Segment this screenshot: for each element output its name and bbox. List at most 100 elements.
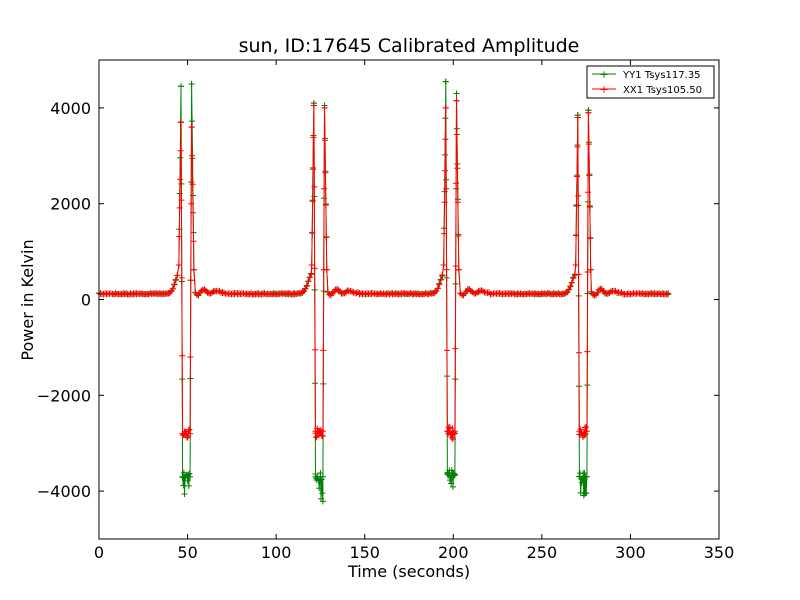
data-point-marker (448, 467, 455, 474)
data-point-marker (448, 434, 455, 441)
data-point-marker (434, 285, 441, 292)
data-point-marker (567, 283, 574, 290)
data-point-marker (586, 172, 593, 179)
chart-title: sun, ID:17645 Calibrated Amplitude (239, 35, 580, 57)
data-point-marker (188, 124, 195, 131)
data-point-marker (310, 102, 317, 109)
data-point-marker (448, 480, 455, 487)
data-point-marker (310, 166, 316, 173)
data-point-marker (190, 209, 196, 216)
data-point-marker (322, 202, 329, 208)
data-point-marker (190, 238, 197, 245)
data-point-marker (442, 78, 449, 85)
y-tick-label: 2000 (50, 195, 91, 214)
y-axis-label: Power in Kelvin (18, 239, 37, 360)
data-point-marker (583, 428, 590, 435)
data-point-marker (178, 119, 184, 126)
data-point-marker (303, 283, 310, 290)
data-point-marker (581, 470, 588, 476)
data-point-marker (573, 232, 580, 239)
data-point-marker (574, 173, 580, 180)
data-point-marker (454, 165, 461, 172)
x-tick-label: 300 (615, 543, 646, 562)
data-point-marker (451, 472, 458, 479)
data-point-marker (188, 81, 195, 87)
data-point-marker (573, 203, 580, 209)
data-point-marker (185, 482, 192, 489)
data-point-marker (441, 199, 448, 206)
data-point-marker (186, 426, 193, 433)
data-point-marker (450, 483, 456, 490)
data-point-marker (453, 180, 460, 187)
ticks-layer: 0 50 100 150 200 250 300 350 −4000 −2000 0 2000 4000 (37, 60, 734, 562)
data-point-marker (578, 479, 585, 486)
data-point-marker (453, 90, 460, 97)
data-point-marker (308, 271, 315, 278)
data-point-marker (439, 272, 446, 278)
data-point-marker (571, 272, 578, 279)
plot-area-background (99, 60, 719, 539)
x-tick-label: 250 (527, 543, 558, 562)
data-point-marker (169, 285, 176, 292)
x-tick-label: 150 (349, 543, 380, 562)
data-point-marker (451, 471, 458, 478)
y-tick-label: 4000 (50, 99, 91, 118)
data-point-marker (318, 476, 325, 483)
data-point-marker (575, 192, 582, 199)
data-point-marker (447, 431, 454, 438)
data-point-marker (579, 475, 586, 482)
data-point-marker (587, 235, 594, 242)
y-tick-label: −4000 (37, 482, 91, 501)
data-point-marker (585, 141, 592, 148)
data-point-marker (582, 431, 589, 437)
data-point-marker (577, 426, 584, 433)
data-point-marker (187, 430, 194, 437)
data-point-marker (311, 183, 318, 190)
data-point-marker (575, 271, 582, 278)
data-point-marker (585, 189, 591, 196)
data-point-marker (583, 490, 590, 496)
data-point-marker (317, 470, 324, 476)
data-point-marker (455, 266, 462, 273)
data-point-marker (323, 266, 330, 273)
data-point-marker (175, 262, 182, 268)
data-point-marker (582, 490, 588, 497)
data-point-marker (577, 489, 584, 496)
data-point-marker (319, 490, 326, 497)
data-point-marker (442, 136, 449, 143)
data-point-marker (187, 473, 194, 480)
data-point-marker (309, 198, 316, 205)
data-point-marker (586, 204, 593, 210)
data-point-marker (180, 482, 187, 489)
data-point-marker (181, 491, 188, 497)
data-point-marker (437, 277, 444, 283)
data-point-marker (576, 349, 582, 356)
data-point-marker (305, 278, 312, 285)
data-point-marker (176, 233, 183, 240)
data-point-marker (309, 230, 316, 237)
data-point-marker (568, 279, 575, 286)
data-point-marker (189, 152, 196, 159)
data-point-marker (444, 347, 450, 354)
data-point-marker (189, 118, 196, 125)
data-point-marker (178, 83, 184, 90)
x-tick-label: 200 (438, 543, 469, 562)
data-point-marker (451, 428, 458, 435)
data-point-marker (584, 348, 591, 355)
data-point-marker (453, 131, 460, 138)
data-point-marker (440, 262, 447, 268)
legend-label-yy1: YY1 Tsys117.35 (622, 70, 701, 81)
data-point-marker (308, 262, 315, 268)
data-point-marker (178, 274, 185, 281)
y-tick-label: −2000 (37, 386, 91, 405)
data-point-marker (587, 266, 594, 273)
data-point-marker (172, 277, 179, 284)
data-point-marker (321, 104, 328, 111)
data-point-marker (190, 266, 197, 273)
data-point-marker (174, 272, 181, 279)
data-point-marker (189, 181, 196, 188)
data-point-marker (319, 473, 326, 480)
data-point-marker (179, 352, 186, 359)
data-point-marker (321, 185, 328, 192)
